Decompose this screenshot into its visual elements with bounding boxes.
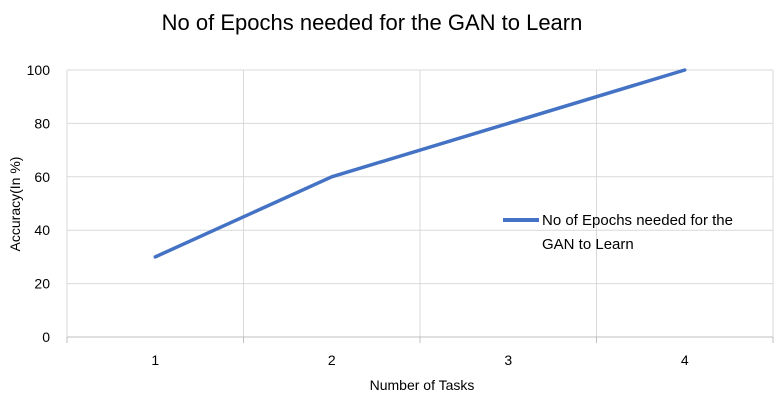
x-tick-label-4: 4 [681, 352, 689, 368]
x-tick-labels: 1 2 3 4 [151, 352, 689, 368]
y-tick-label-20: 20 [34, 276, 50, 292]
y-tick-label-40: 40 [34, 222, 50, 238]
chart-title: No of Epochs needed for the GAN to Learn [162, 10, 583, 35]
legend-entry-line-2: GAN to Learn [542, 236, 634, 253]
y-tick-labels: 0 20 40 60 80 100 [27, 62, 51, 345]
x-axis-label: Number of Tasks [370, 377, 475, 393]
series-line-0 [153, 68, 687, 259]
x-tick-label-3: 3 [504, 352, 512, 368]
series-group [153, 68, 687, 259]
y-tick-label-60: 60 [34, 169, 50, 185]
x-tick-label-1: 1 [151, 352, 159, 368]
grid [66, 69, 774, 337]
y-axis-label: Accuracy(In %) [7, 157, 23, 252]
x-tick-label-2: 2 [328, 352, 336, 368]
axes [66, 336, 774, 343]
y-tick-label-100: 100 [27, 62, 51, 78]
y-tick-label-0: 0 [42, 329, 50, 345]
legend-entry-line-1: No of Epochs needed for the [542, 212, 733, 229]
y-tick-label-80: 80 [34, 115, 50, 131]
legend: No of Epochs needed for the GAN to Learn [503, 212, 733, 253]
